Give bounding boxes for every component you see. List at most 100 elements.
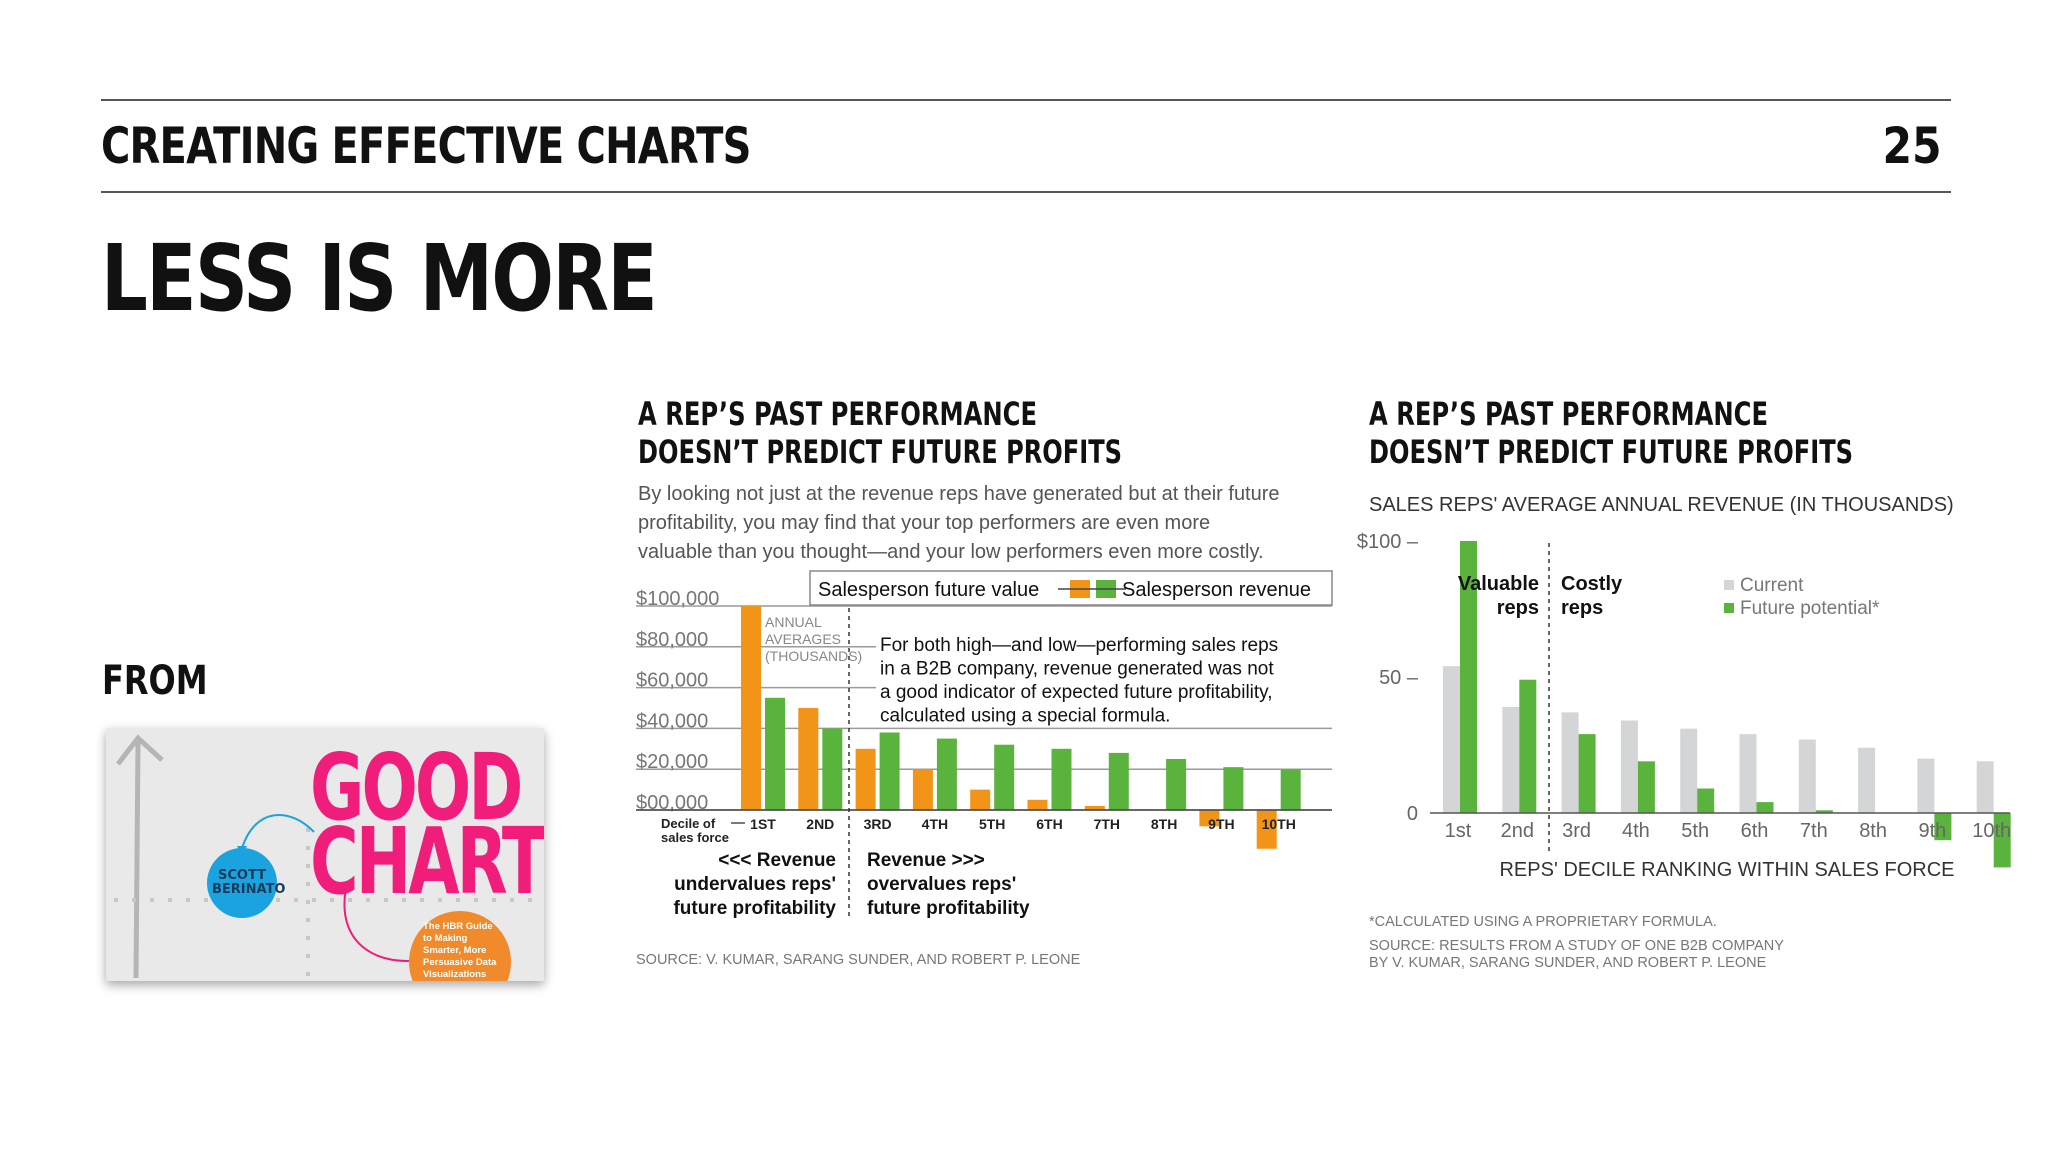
chart1-x-tick-label: 10TH xyxy=(1262,816,1296,832)
chart1-subtitle-line: profitability, you may find that your to… xyxy=(638,512,1210,534)
chart2-x-tick-label: 1st xyxy=(1445,820,1472,842)
chart1-annotation-main: calculated using a special formula. xyxy=(880,706,1170,727)
book-cover: GOOD CHARTS SCOTT BERINATO The HBR Guide… xyxy=(106,728,544,981)
chart1-x-axis-label-cont: sales force xyxy=(661,830,729,845)
chart2-bar-current xyxy=(1976,761,1994,813)
chart1-bar-future-value xyxy=(1199,810,1220,827)
header-bottom-rule xyxy=(101,191,1951,193)
chart2-x-tick-label: 9th xyxy=(1918,820,1946,842)
page-number: 25 xyxy=(1882,117,1942,175)
chart1-annotation-small: AVERAGES xyxy=(765,631,841,647)
chart1-title-line: DOESN’T PREDICT FUTURE PROFITS xyxy=(638,433,1122,471)
chart1-bar-future-value xyxy=(855,748,876,810)
chart2-title-line: A REP’S PAST PERFORMANCE xyxy=(1369,395,1768,433)
book-author: SCOTT BERINATO xyxy=(212,868,286,897)
chart2-bar-future-potential xyxy=(1815,810,1833,813)
chart1-x-tick-label: 2ND xyxy=(806,816,834,832)
book-title-line1: GOOD xyxy=(310,734,523,841)
chart1-bar-revenue xyxy=(1108,752,1129,810)
chart2-x-tick-label: 4th xyxy=(1622,820,1650,842)
chart2-bar-future-potential xyxy=(1637,761,1655,813)
chart2-bar-future-potential xyxy=(1519,679,1537,813)
chart2-bar-current xyxy=(1917,758,1935,813)
chart1-subtitle-line: By looking not just at the revenue reps … xyxy=(638,483,1280,505)
chart2-bar-current xyxy=(1798,739,1816,813)
chart1-left-note: undervalues reps' xyxy=(674,874,836,895)
chart1-y-tick-label: $00,000 xyxy=(636,792,708,814)
chart1-bar-revenue xyxy=(994,744,1015,810)
chart2-group-label-costly: reps xyxy=(1561,597,1603,619)
chart2-x-tick-label: 8th xyxy=(1859,820,1887,842)
chart2-x-tick-label: 6th xyxy=(1741,820,1769,842)
chart1-x-tick-label: 8TH xyxy=(1151,816,1177,832)
chart1-bar-future-value xyxy=(798,708,819,810)
chart2-bar-future-potential xyxy=(1993,813,2011,868)
chart2-x-tick-label: 7th xyxy=(1800,820,1828,842)
chart1-bar-revenue xyxy=(765,697,785,810)
chart1-x-axis-label: Decile of xyxy=(661,816,716,831)
chart2-bar-future-potential xyxy=(1697,788,1715,813)
chart2-bar-current xyxy=(1739,734,1757,813)
chart1-title-line: A REP’S PAST PERFORMANCE xyxy=(638,395,1037,433)
chart2-x-tick-label: 3rd xyxy=(1562,820,1591,842)
chart2-bar-future-potential xyxy=(1756,802,1774,813)
book-subtitle-circle: The HBR Guide to Making Smarter, More Pe… xyxy=(409,911,511,981)
chart2-bar-current xyxy=(1620,720,1638,813)
chart2-group-label-valuable: Valuable xyxy=(1458,573,1539,595)
chart1-bar-future-value xyxy=(1256,810,1277,849)
chart1-source: SOURCE: V. KUMAR, SARANG SUNDER, AND ROB… xyxy=(636,952,1081,968)
chart1-bar-future-value xyxy=(970,789,991,810)
chart1-bar-future-value xyxy=(912,769,933,810)
chart1-bar-revenue xyxy=(1166,759,1187,810)
chart1-x-tick-label: 3RD xyxy=(864,816,892,832)
chart2-bar-current xyxy=(1502,706,1520,813)
chart1-y-tick-label: $40,000 xyxy=(636,710,708,732)
chart2-x-axis-label: REPS' DECILE RANKING WITHIN SALES FORCE xyxy=(1499,859,1954,881)
chart1-legend-left: Salesperson future value xyxy=(818,579,1039,601)
chart1-bar-revenue xyxy=(1223,767,1244,810)
chart1-right-note: future profitability xyxy=(867,898,1030,919)
header-top-rule xyxy=(101,99,1951,101)
chart1-bar-future-value xyxy=(1084,805,1105,810)
chart2-subtitle: SALES REPS' AVERAGE ANNUAL REVENUE (IN T… xyxy=(1369,494,1954,516)
from-label: FROM xyxy=(102,658,208,704)
chart2-bar-current xyxy=(1858,747,1876,813)
chart2-legend-label: Future potential* xyxy=(1740,598,1880,619)
chart1-bar-revenue xyxy=(879,732,900,810)
chart1-bar-revenue xyxy=(822,728,843,810)
chart2-x-tick-label: 10th xyxy=(1972,820,2011,842)
chart2-bar-future-potential xyxy=(1934,813,1952,841)
chart1-annotation-bg xyxy=(876,633,1332,725)
chart1-left-note: future profitability xyxy=(673,898,836,919)
chart1-annotation-main: a good indicator of expected future prof… xyxy=(880,682,1273,703)
chart2-group-label-valuable: reps xyxy=(1497,597,1539,619)
chart1-bar-future-value xyxy=(741,606,761,810)
chart2-y-tick-label: 0 xyxy=(1407,803,1418,825)
chart1-annotation-small: ANNUAL xyxy=(765,614,822,630)
slide-title: LESS IS MORE xyxy=(101,225,658,332)
chart2-y-tick-label: $100 – xyxy=(1357,531,1419,553)
book-author-circle: SCOTT BERINATO xyxy=(207,848,286,918)
chart2-bar-current xyxy=(1680,728,1698,813)
chart2-x-tick-label: 5th xyxy=(1681,820,1709,842)
chart1-x-tick-label: 4TH xyxy=(922,816,948,832)
chart1-x-tick-label: 1ST xyxy=(750,816,776,832)
chart1-subtitle-line: valuable than you thought—and your low p… xyxy=(638,541,1264,563)
chart2-y-tick-label: 50 – xyxy=(1379,667,1419,689)
chart1-x-tick-label: 7TH xyxy=(1094,816,1120,832)
header-title: CREATING EFFECTIVE CHARTS xyxy=(101,117,751,175)
chart2-bar-current xyxy=(1443,666,1460,813)
chart1-bar-revenue xyxy=(936,738,957,810)
chart2-legend-swatch xyxy=(1724,603,1734,613)
chart2-source-line: BY V. KUMAR, SARANG SUNDER, AND ROBERT P… xyxy=(1369,955,1767,971)
chart1-annotation-main: For both high—and low—performing sales r… xyxy=(880,635,1278,656)
chart2-bar-future-potential xyxy=(1578,734,1596,813)
chart1-x-tick-label: 6TH xyxy=(1036,816,1062,832)
chart1-annotation-main: in a B2B company, revenue generated was … xyxy=(880,659,1274,680)
chart2-x-tick-label: 2nd xyxy=(1501,820,1534,842)
chart1-y-tick-label: $20,000 xyxy=(636,751,708,773)
chart1-bar-revenue xyxy=(1051,748,1072,810)
chart1-right-note: overvalues reps' xyxy=(867,874,1016,895)
chart2-title-line: DOESN’T PREDICT FUTURE PROFITS xyxy=(1369,433,1853,471)
